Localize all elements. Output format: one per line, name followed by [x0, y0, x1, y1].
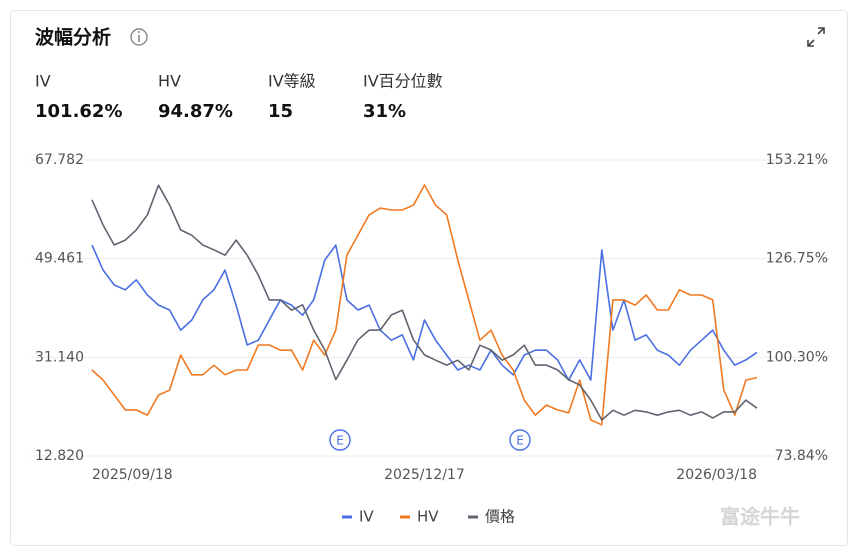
event-circle: [509, 429, 531, 451]
event-label: E: [516, 434, 524, 448]
x-tick-label: 2025/12/17: [384, 467, 465, 483]
stat-value: 101.62%: [35, 101, 123, 122]
card-border: [10, 10, 848, 546]
x-tick-label: 2025/09/18: [92, 467, 173, 483]
stat-label: IV等級: [268, 72, 316, 91]
y-tick-label: 67.782: [35, 152, 84, 168]
legend-label: HV: [417, 508, 439, 526]
stat-value: 31%: [363, 101, 406, 122]
stat-value: 94.87%: [158, 101, 233, 122]
y2-tick-label: 100.30%: [766, 349, 828, 365]
stat-label: HV: [158, 72, 181, 91]
expand-arrows: [807, 27, 825, 47]
y-tick-label: 49.461: [35, 251, 84, 267]
series-line: [91, 244, 758, 381]
series-line: [91, 184, 758, 421]
watermark: 富途牛牛: [720, 505, 800, 529]
stat-label: IV百分位數: [363, 72, 443, 91]
expand-icon[interactable]: [807, 27, 825, 47]
legend-label: IV: [359, 508, 374, 526]
stat-label: IV: [35, 72, 51, 91]
event-circle: [329, 429, 351, 451]
stat-value: 15: [268, 101, 293, 122]
y2-tick-label: 153.21%: [766, 152, 828, 168]
info-icon[interactable]: [130, 28, 148, 46]
info-dot: [138, 31, 140, 33]
y-tick-label: 12.820: [35, 448, 84, 464]
event-label: E: [336, 434, 344, 448]
y2-tick-label: 73.84%: [775, 448, 828, 464]
series-line: [91, 184, 758, 426]
x-tick-label: 2026/03/18: [676, 467, 757, 483]
event-marker[interactable]: E: [329, 429, 351, 451]
y-tick-label: 31.140: [35, 349, 84, 365]
chart-title: 波幅分析: [35, 26, 111, 49]
event-marker[interactable]: E: [509, 429, 531, 451]
y2-tick-label: 126.75%: [766, 251, 828, 267]
legend-label: 價格: [485, 508, 515, 526]
info-circle: [130, 28, 148, 46]
